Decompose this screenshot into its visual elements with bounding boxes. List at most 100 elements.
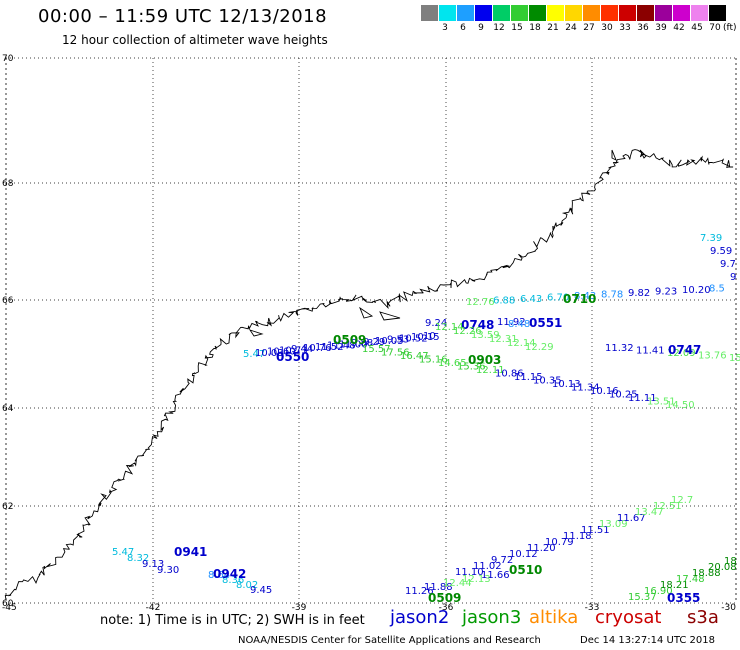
legend-swatch (691, 5, 709, 21)
satellite-track: 15.5717.5616.4715.1614.6515.3612.1110.86… (362, 344, 695, 411)
wave-height-color-legend: 3 6 9 12 15 18 21 24 27 30 33 36 39 42 45 70 (ft) (421, 5, 737, 37)
legend-swatch (637, 5, 655, 21)
satellite-name-jason3: jason3 (462, 607, 522, 628)
satellite-track: 12.766.88 6.43 6.70 8.43 8.78 9.82 9.23 10.208.… (466, 284, 725, 309)
longitude-label: -39 (292, 603, 307, 613)
wave-height-value: 11.52 (315, 342, 344, 353)
wave-height-value: 17.48 (676, 574, 705, 585)
pass-time-label: 0551 (529, 316, 562, 330)
legend-label: 45 (691, 23, 703, 33)
satellite-name-altika: altika (529, 607, 579, 628)
legend-label: 42 (673, 23, 685, 33)
wave-height-value: 11.66 (481, 570, 510, 581)
legend-swatch (511, 5, 529, 21)
legend-swatch (421, 5, 439, 21)
wave-height-value: 18.88 (692, 568, 721, 579)
wave-height-value: 11.26 (405, 586, 434, 597)
wave-height-value: 13.47 (635, 507, 664, 518)
wave-height-value: 13.09 (599, 519, 628, 530)
satellite-name-jason2: jason2 (390, 607, 450, 628)
wave-height-value: 10.35 (533, 376, 562, 387)
legend-label: 18 (529, 23, 541, 33)
wave-height-value: 15.37 (628, 592, 657, 603)
wave-height-value: 9.44 (291, 344, 313, 355)
legend-swatch (565, 5, 583, 21)
island-path (379, 311, 401, 321)
wave-height-value: 11.48 (327, 341, 356, 352)
wave-height-value: 11.92 (497, 317, 526, 328)
pass-time-label: 0510 (509, 563, 542, 577)
chart-title: 00:00 – 11:59 UTC 12/13/2018 (38, 6, 328, 27)
wave-height-value: 6.43 (520, 294, 542, 305)
wave-height-value: 18 (724, 556, 737, 567)
wave-height-value: 11.18 (563, 531, 592, 542)
wave-height-value: 5.47 (112, 547, 134, 558)
wave-height-value: 11.34 (571, 383, 600, 394)
longitude-label: -42 (146, 603, 161, 613)
wave-height-value: 12.31 (489, 334, 518, 345)
latitude-label: 62 (2, 502, 13, 512)
wave-height-value: 10 (423, 331, 436, 342)
wave-height-value: 9.24 (425, 318, 447, 329)
wave-height-value: 17.56 (381, 348, 410, 359)
satellite-track: 5.4710.0310.6010.739.4410.7611.5211.4811… (243, 331, 440, 364)
wave-height-value: 14.50 (666, 400, 695, 411)
pass-time-label: 0903 (468, 353, 501, 367)
legend-label: 15 (511, 23, 523, 33)
wave-height-value: 10.05 (375, 336, 404, 347)
wave-height-value: 8.43 (574, 291, 596, 302)
pass-time-label: 0941 (174, 545, 207, 559)
satellite-name-s3a: s3a (687, 607, 719, 628)
wave-height-value: 9.59 (710, 246, 732, 257)
wave-height-value: 15.36 (457, 362, 486, 373)
wave-height-value: 12.76 (466, 297, 495, 308)
wave-height-value: 6.88 (493, 296, 515, 307)
wave-height-value: 11.67 (617, 513, 646, 524)
satellite-name-cryosat: cryosat (595, 607, 662, 628)
wave-height-value: 12.14 (507, 338, 536, 349)
wave-height-value: 9.7 (720, 259, 736, 270)
legend-label: 6 (460, 23, 466, 33)
wave-height-value: 10.60 (267, 347, 296, 358)
wave-height-value: 14.65 (438, 358, 467, 369)
legend-label: 24 (565, 23, 577, 33)
wave-height-value: 8.5 (709, 284, 725, 295)
legend-swatch (619, 5, 637, 21)
legend-label: 21 (547, 23, 559, 33)
wave-height-value: 8.36 (222, 575, 244, 586)
wave-height-value: 9.23 (655, 287, 677, 298)
legend-label: 30 (601, 23, 613, 33)
footer-timestamp: Dec 14 13:27:14 UTC 2018 (580, 635, 715, 646)
legend-swatch (655, 5, 673, 21)
wave-height-value: 10.16 (590, 386, 619, 397)
wave-height-value: 10.20 (682, 285, 711, 296)
wave-height-value: 9 (730, 272, 736, 283)
wave-height-value: 15.57 (362, 344, 391, 355)
wave-height-value: 9.82 (628, 288, 650, 299)
pass-time-label: 0550 (276, 350, 309, 364)
pass-time-label: 0748 (461, 318, 494, 332)
legend-label: 70 (709, 23, 721, 33)
wave-height-value: 7.39 (700, 233, 722, 244)
wave-height-value: 9.29 (363, 337, 385, 348)
pass-time-label: 0710 (563, 292, 596, 306)
wave-height-value: 9.13 (142, 559, 164, 570)
wave-height-value: 10.86 (495, 369, 524, 380)
footer-credit: NOAA/NESDIS Center for Satellite Applica… (238, 635, 541, 646)
wave-height-value: 18.21 (660, 580, 689, 591)
wave-height-value: 8.78 (601, 290, 623, 301)
wave-height-value: 9.72 (491, 555, 513, 566)
legend-swatch (583, 5, 601, 21)
pass-time-label: 0509 (428, 591, 461, 605)
satellite-tracks: 5.478.329.139.3009418.648.368.029.450942… (112, 233, 740, 605)
map-axis-labels: 70 68 66 64 62 60-45 -42 -39 -36 -33 -30 (2, 54, 736, 613)
latitude-label: 60 (2, 599, 14, 609)
legend-swatch (475, 5, 493, 21)
wave-height-value: 10.52 (399, 333, 428, 344)
latitude-label: 66 (2, 296, 14, 306)
wave-height-value: 11.00 (339, 339, 368, 350)
longitude-label: -36 (439, 603, 454, 613)
